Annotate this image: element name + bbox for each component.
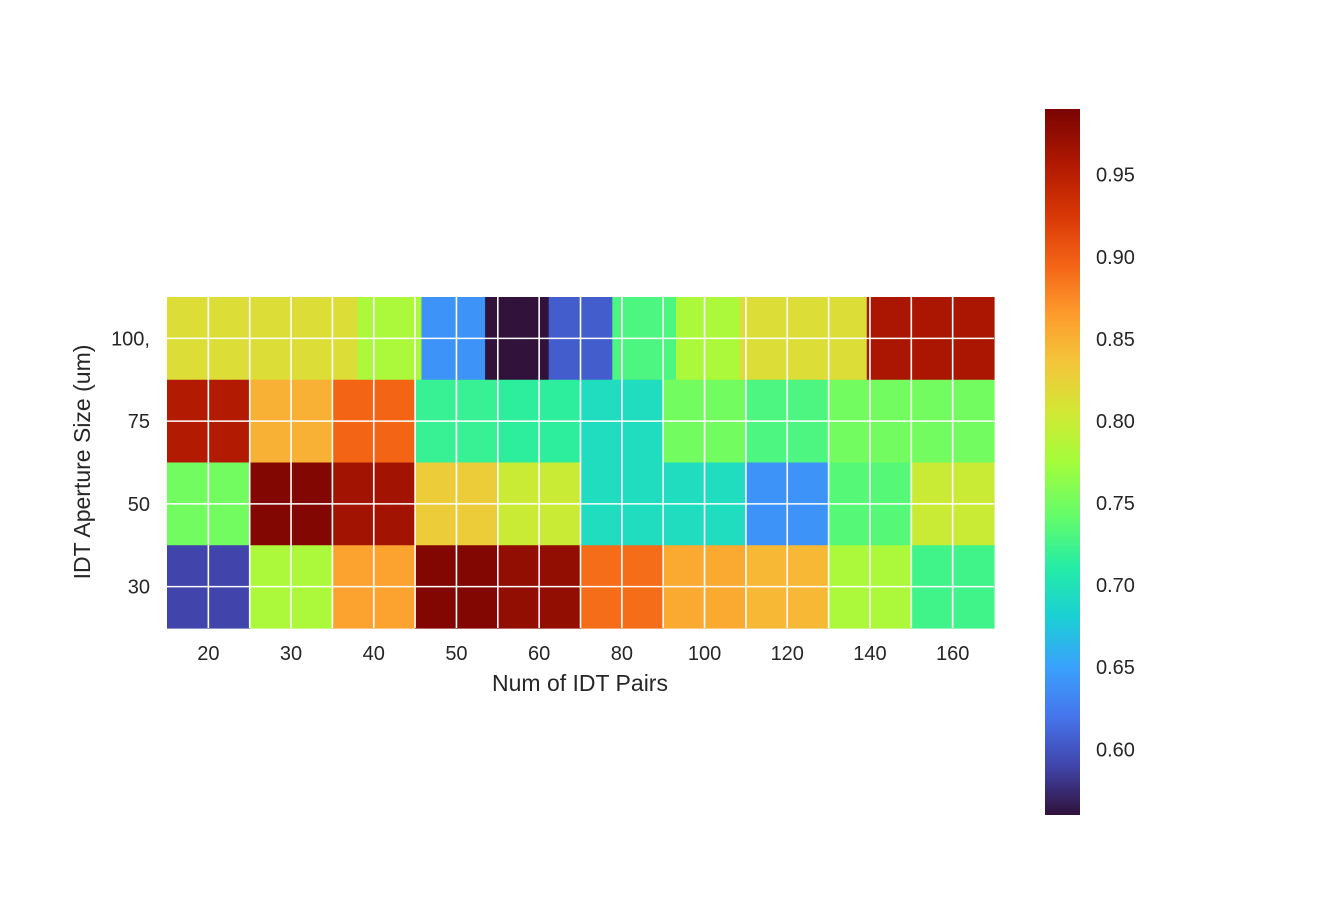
y-tick-label: 50 (128, 494, 150, 516)
x-tick-label: 40 (363, 643, 385, 665)
y-tick-labels: 100, 75 50 30 (111, 328, 150, 598)
colorbar-tick-label: 0.75 (1096, 493, 1135, 515)
x-tick-label: 140 (853, 643, 886, 665)
colorbar-tick-label: 0.80 (1096, 411, 1135, 433)
colorbar-tick-label: 0.60 (1096, 739, 1135, 761)
heatmap-gridlines (167, 297, 994, 628)
colorbar-tick-label: 0.85 (1096, 329, 1135, 351)
x-tick-label: 60 (528, 643, 550, 665)
colorbar (1045, 109, 1080, 815)
y-tick-label: 30 (128, 577, 150, 599)
colorbar-tick-label: 0.70 (1096, 575, 1135, 597)
x-tick-labels: 20 30 40 50 60 80 100 120 140 160 (197, 643, 969, 665)
x-tick-label: 100 (688, 643, 721, 665)
x-axis-label: Num of IDT Pairs (492, 670, 668, 696)
colorbar-tick-labels: 0.60 0.65 0.70 0.75 0.80 0.85 0.90 0.95 (1096, 165, 1135, 762)
x-tick-label: 160 (936, 643, 969, 665)
y-axis-label: IDT Aperture Size (um) (69, 345, 95, 580)
colorbar-tick-label: 0.90 (1096, 247, 1135, 269)
y-tick-label: 100, (111, 328, 150, 350)
x-tick-label: 30 (280, 643, 302, 665)
x-tick-label: 120 (771, 643, 804, 665)
x-tick-label: 20 (197, 643, 219, 665)
colorbar-tick-label: 0.95 (1096, 165, 1135, 187)
x-tick-label: 50 (445, 643, 467, 665)
colorbar-tick-label: 0.65 (1096, 657, 1135, 679)
x-tick-label: 80 (611, 643, 633, 665)
y-tick-label: 75 (128, 411, 150, 433)
